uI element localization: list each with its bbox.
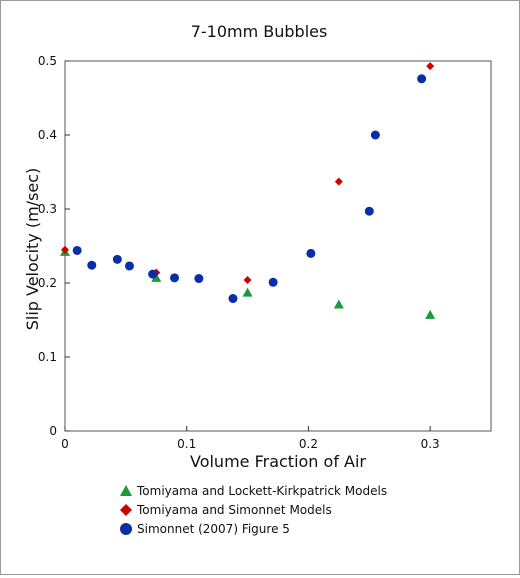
data-point-circle (170, 273, 180, 283)
y-tick-label: 0.5 (38, 54, 57, 68)
data-point-diamond (334, 177, 343, 186)
legend-label: Tomiyama and Lockett-Kirkpatrick Models (137, 483, 388, 498)
circle-marker-icon (120, 522, 132, 535)
data-point-triangle (425, 309, 436, 319)
plot-border (64, 60, 492, 432)
plot-area: 0 0.1 0.2 0.3 0 0.1 0.2 0.3 0.4 0.5 (38, 54, 492, 451)
legend-item-simonnet-2007: Simonnet (2007) Figure 5 (119, 519, 387, 538)
data-point-circle (87, 260, 97, 270)
data-point-circle (194, 274, 204, 284)
data-point-diamond (243, 276, 252, 285)
y-axis-label: Slip Velocity (m/sec) (23, 168, 42, 331)
y-tick-label: 0 (49, 424, 57, 438)
data-point-diamond (426, 62, 435, 71)
y-tick-label: 0.1 (38, 350, 57, 364)
data-point-circle (125, 261, 135, 271)
x-tick-label: 0.3 (421, 437, 440, 451)
triangle-marker-icon (120, 484, 132, 496)
data-point-circle (228, 294, 238, 304)
legend-label: Tomiyama and Simonnet Models (137, 502, 332, 517)
data-point-circle (72, 245, 82, 255)
chart-legend: Tomiyama and Lockett-Kirkpatrick Models … (119, 481, 387, 538)
data-point-triangle (333, 299, 344, 309)
y-tick-label: 0.2 (38, 276, 57, 290)
x-tick-label: 0.1 (177, 437, 196, 451)
data-point-triangle (151, 272, 162, 282)
data-point-circle (268, 277, 278, 287)
data-point-circle (417, 74, 427, 84)
chart-title: 7-10mm Bubbles (191, 22, 328, 41)
legend-label: Simonnet (2007) Figure 5 (137, 521, 290, 536)
x-tick-label: 0 (61, 437, 69, 451)
data-point-circle (370, 130, 380, 140)
data-point-diamond (61, 245, 69, 254)
diamond-marker-icon (120, 503, 132, 516)
data-point-circle (112, 254, 122, 264)
data-point-circle (306, 248, 316, 258)
data-point-triangle (242, 287, 253, 297)
y-tick-label: 0.3 (38, 202, 57, 216)
y-tick-label: 0.4 (38, 128, 57, 142)
legend-item-simonnet-models: Tomiyama and Simonnet Models (119, 500, 387, 519)
data-point-circle (364, 206, 374, 216)
x-tick-label: 0.2 (299, 437, 318, 451)
data-point-circle (148, 269, 158, 279)
legend-item-lockett: Tomiyama and Lockett-Kirkpatrick Models (119, 481, 387, 500)
x-axis-label: Volume Fraction of Air (190, 452, 366, 471)
